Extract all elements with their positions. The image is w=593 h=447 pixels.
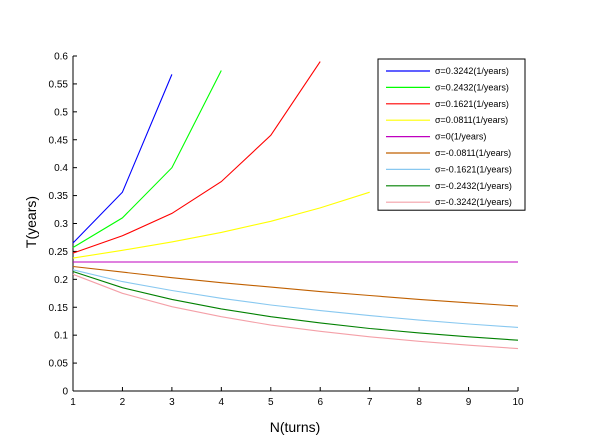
y-tick-label: 0.3 (54, 219, 68, 230)
legend-box (377, 58, 526, 211)
y-tick-label: 0.55 (49, 79, 69, 90)
y-tick-label: 0.2 (54, 275, 68, 286)
legend-entry: σ=0.0811(1/years) (435, 115, 508, 125)
series-line (72, 265, 519, 307)
y-tick-label: 0.05 (49, 359, 69, 370)
y-tick-label: 0.45 (49, 135, 69, 146)
y-tick-label: 0.5 (54, 107, 68, 118)
legend-entry: σ=-0.1621(1/years) (435, 164, 512, 174)
series-layer (72, 61, 519, 350)
x-tick-label: 7 (367, 397, 373, 408)
x-tick-label: 3 (169, 397, 175, 408)
x-tick-label: 6 (317, 397, 323, 408)
series-line (72, 61, 321, 254)
legend-entry: σ=0(1/years) (435, 132, 486, 142)
legend-entry: σ=-0.0811(1/years) (435, 148, 511, 158)
series-line (72, 74, 173, 244)
legend-entry: σ=0.2432(1/years) (435, 82, 509, 92)
series-line (72, 269, 519, 328)
series-line (72, 191, 370, 259)
x-tick-label: 2 (120, 397, 126, 408)
series-line (72, 273, 519, 350)
legend-entry: σ=-0.3242(1/years) (435, 197, 512, 207)
y-tick-label: 0 (62, 387, 68, 398)
y-tick-label: 0.25 (49, 247, 69, 258)
y-tick-label: 0.35 (49, 191, 69, 202)
y-tick-label: 0.1 (54, 331, 68, 342)
y-tick-label: 0.15 (49, 303, 69, 314)
x-axis-label: N(turns) (270, 419, 321, 435)
series-line (72, 70, 222, 248)
x-tick-label: 4 (219, 397, 225, 408)
x-tick-label: 5 (268, 397, 274, 408)
series-line (72, 270, 519, 341)
x-tick-label: 9 (466, 397, 472, 408)
x-tick-label: 10 (512, 397, 524, 408)
x-tick-label: 8 (416, 397, 422, 408)
y-tick-label: 0.4 (54, 163, 68, 174)
legend-entry: σ=-0.2432(1/years) (435, 181, 512, 191)
y-axis-label: T(years) (23, 196, 39, 248)
legend: σ=0.3242(1/years) σ=0.2432(1/years) σ=0.16… (377, 58, 526, 211)
legend-entry: σ=0.1621(1/years) (435, 99, 509, 109)
y-tick-label: 0.6 (54, 52, 68, 63)
x-tick-label: 1 (70, 397, 76, 408)
legend-entry: σ=0.3242(1/years) (435, 66, 509, 76)
